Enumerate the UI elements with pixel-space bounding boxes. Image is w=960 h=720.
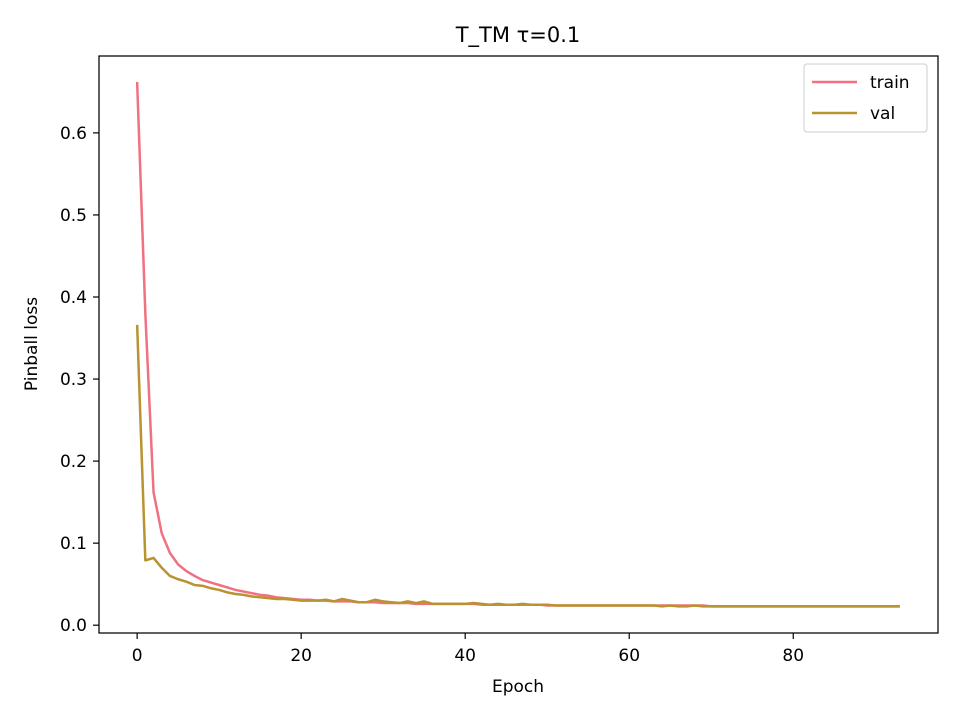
y-axis-ticks: 0.0 0.1 0.2 0.3 0.4 0.5 0.6 [60, 124, 99, 636]
y-tick-label: 0.5 [60, 206, 87, 226]
y-axis-label: Pinball loss [22, 297, 42, 391]
y-tick-label: 0.3 [60, 370, 87, 390]
y-tick-label: 0.6 [60, 124, 87, 144]
x-tick-label: 60 [618, 646, 640, 666]
y-tick-label: 0.1 [60, 534, 87, 554]
legend-train-label: train [870, 73, 910, 93]
y-tick-label: 0.4 [60, 288, 87, 308]
legend: train val [803, 63, 928, 133]
series-val-line [135, 324, 900, 608]
x-tick-label: 40 [454, 646, 476, 666]
y-tick-label: 0.2 [60, 452, 87, 472]
x-axis-ticks: 0 20 40 60 80 [132, 633, 804, 666]
chart-title: T_TM τ=0.1 [455, 23, 581, 48]
y-tick-label: 0.0 [60, 616, 87, 636]
plot-lines [135, 81, 900, 608]
x-tick-label: 0 [132, 646, 143, 666]
plot-frame [98, 55, 939, 634]
x-axis-label: Epoch [492, 677, 544, 697]
x-tick-label: 20 [290, 646, 312, 666]
x-tick-label: 80 [782, 646, 804, 666]
legend-val-label: val [870, 104, 895, 124]
